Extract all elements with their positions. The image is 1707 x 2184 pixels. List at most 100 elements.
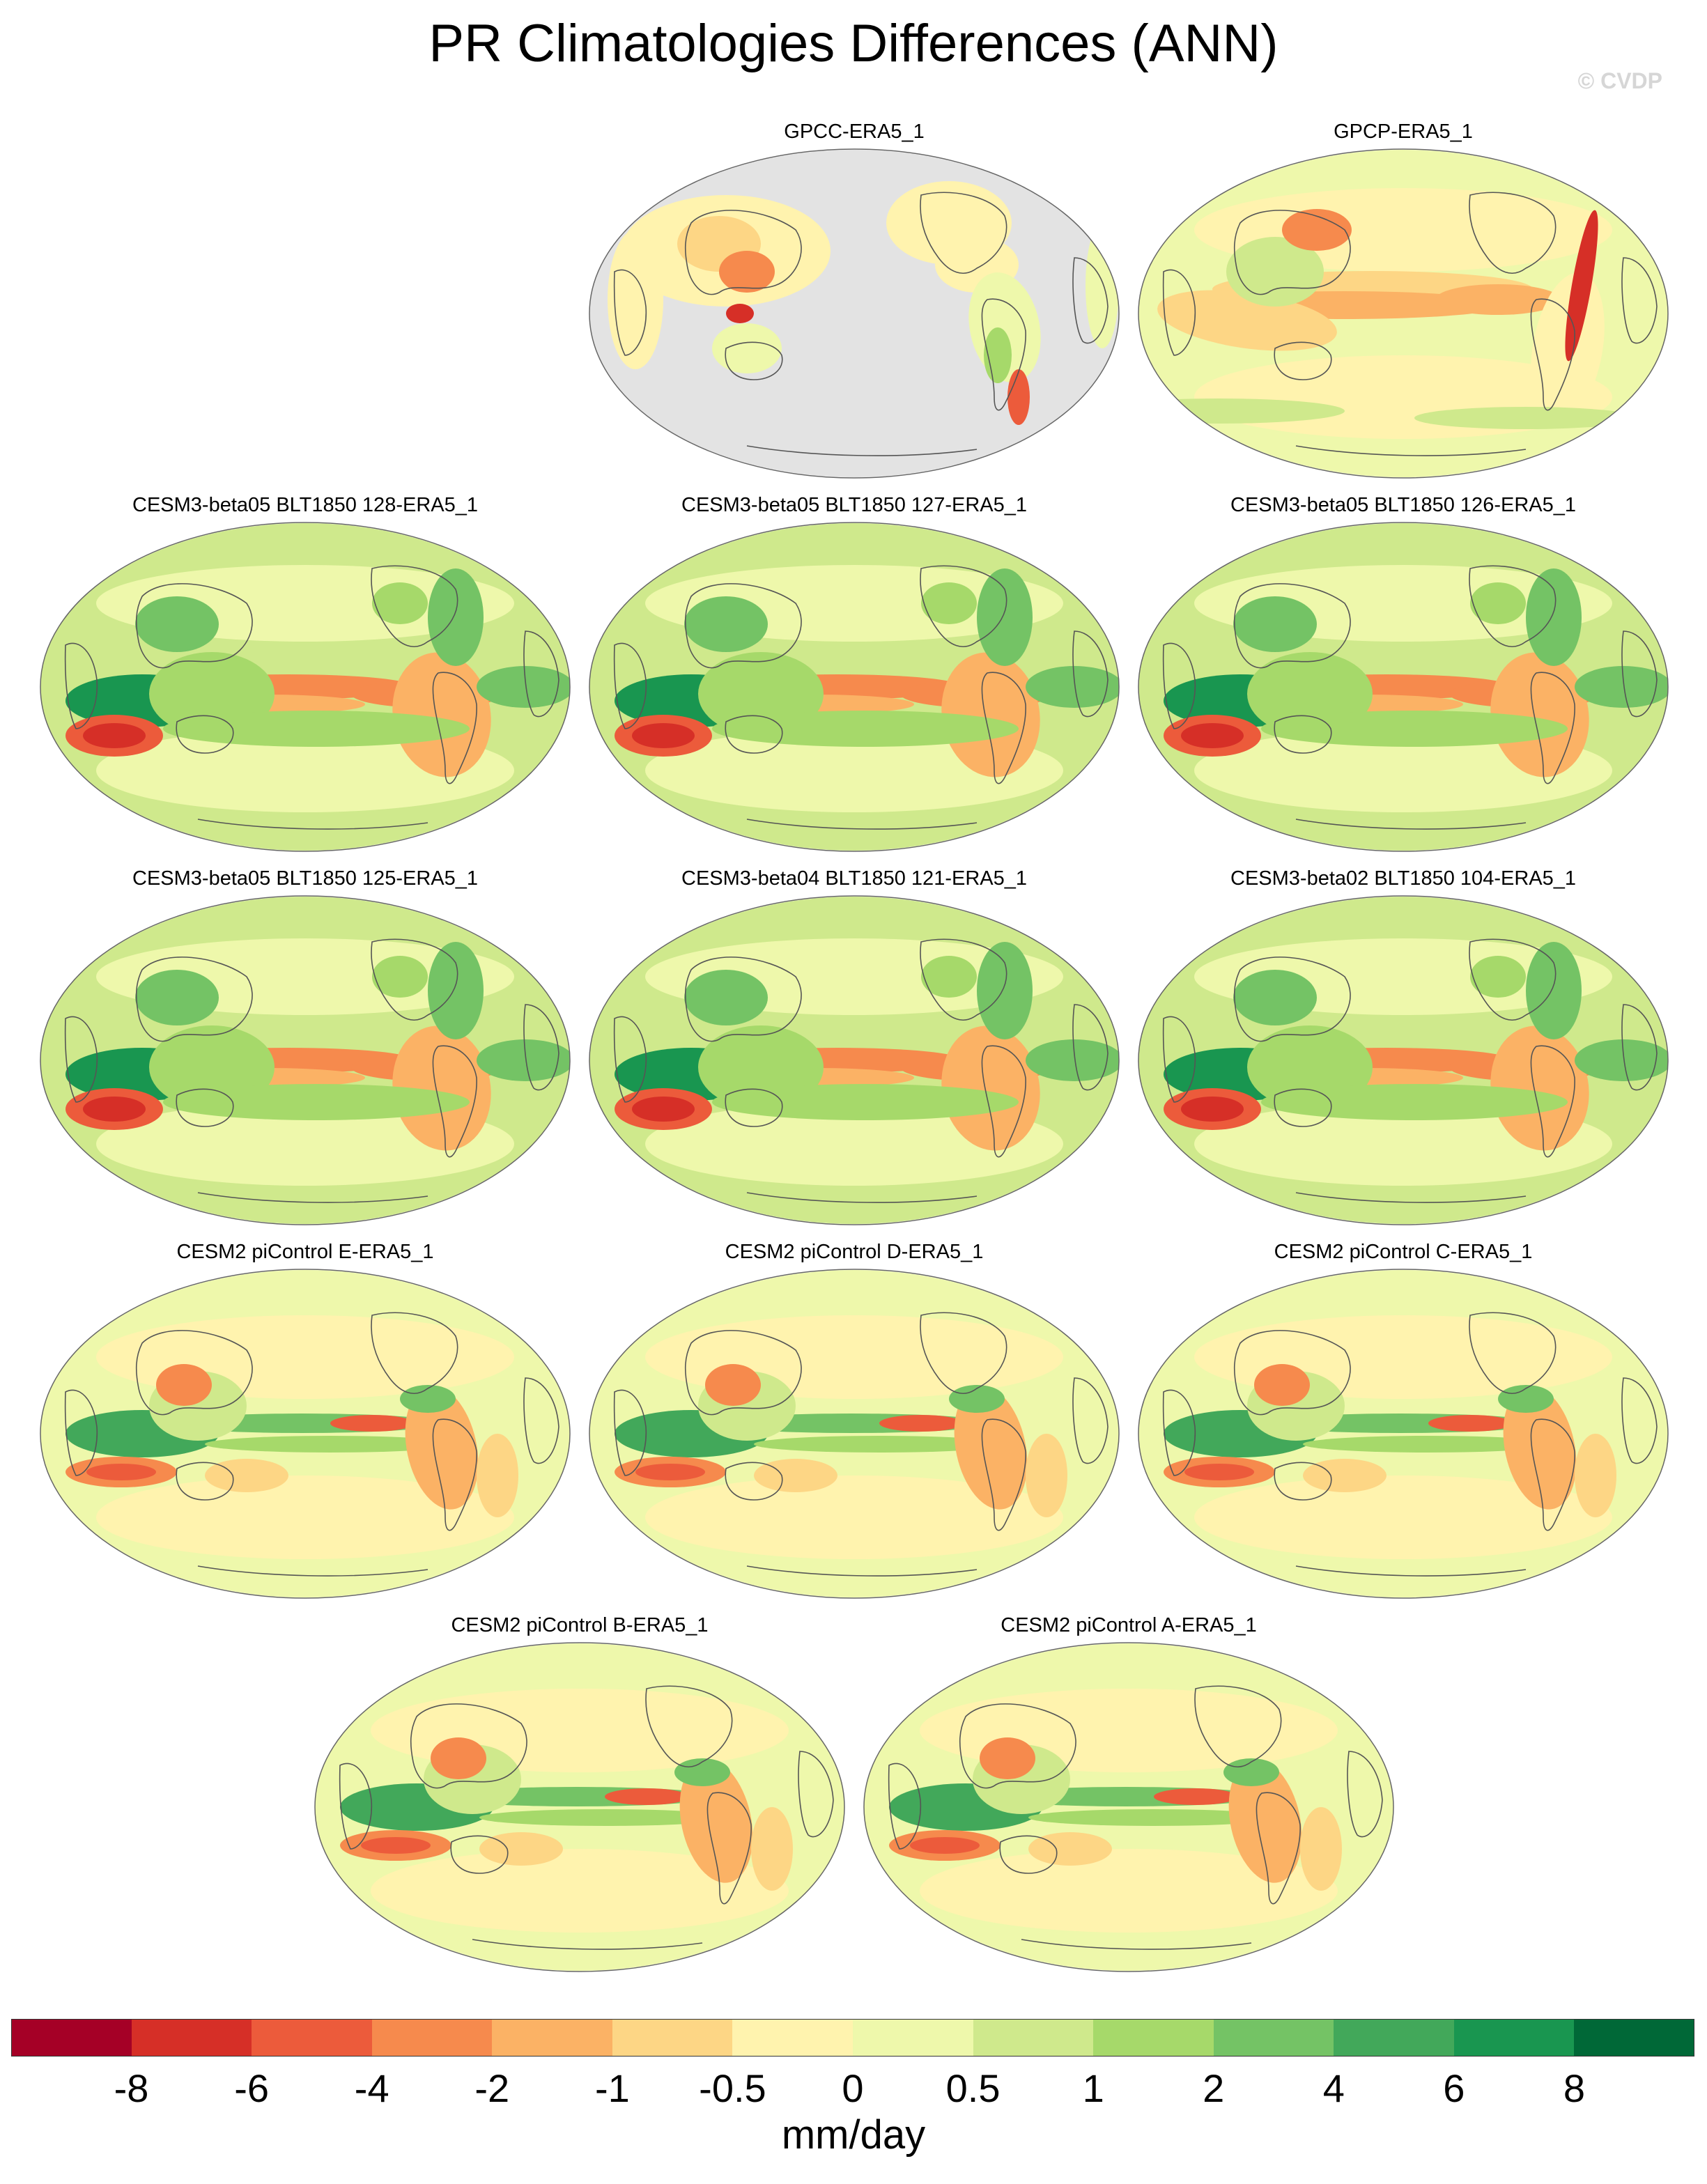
coastline xyxy=(135,957,253,1042)
coastline xyxy=(371,938,458,1021)
precip-region xyxy=(712,1084,1019,1120)
colorbar-swatch xyxy=(732,2019,854,2057)
coastline xyxy=(684,1330,802,1416)
coastline xyxy=(1621,630,1658,718)
precip-region xyxy=(86,1464,156,1480)
panel-title: CESM2 piControl C-ERA5_1 xyxy=(1274,1241,1533,1263)
precip-region xyxy=(405,1386,479,1510)
coastline xyxy=(981,1418,1026,1531)
colorbar-swatch xyxy=(1093,2019,1214,2057)
precip-region xyxy=(920,1849,1338,1933)
precip-region xyxy=(751,1807,793,1891)
coastline xyxy=(920,1312,1007,1395)
panel-title: CESM2 piControl E-ERA5_1 xyxy=(176,1241,434,1263)
coastline xyxy=(920,938,1007,1021)
precip-region xyxy=(1026,1434,1067,1517)
coastline xyxy=(684,210,802,295)
coastline xyxy=(706,1792,752,1905)
precip-region xyxy=(608,230,663,369)
precip-region xyxy=(719,251,775,293)
precip-region xyxy=(1300,1807,1342,1891)
coastline xyxy=(339,1763,373,1850)
coastline xyxy=(981,672,1026,784)
colorbar-tick-label: 6 xyxy=(1443,2066,1465,2110)
colorbar-swatch xyxy=(371,2019,493,2057)
coastline xyxy=(798,1751,834,1838)
precip-region xyxy=(83,1097,146,1122)
precip-region xyxy=(712,711,1019,747)
coastline xyxy=(450,1835,509,1874)
panel-title: CESM3-beta05 BLT1850 127-ERA5_1 xyxy=(681,494,1027,516)
panel-title: CESM2 piControl D-ERA5_1 xyxy=(725,1241,984,1263)
colorbar-swatch xyxy=(252,2019,373,2057)
precip-region xyxy=(977,568,1033,666)
coastline xyxy=(176,1462,234,1501)
precip-region xyxy=(1303,1459,1387,1492)
coastline xyxy=(725,1088,783,1127)
map-border xyxy=(1138,148,1669,479)
precip-region xyxy=(605,1788,688,1805)
precip-region xyxy=(1503,1386,1577,1510)
coastline xyxy=(725,341,783,380)
panel-title: GPCC-ERA5_1 xyxy=(784,121,925,143)
coastline xyxy=(135,1330,253,1416)
coastline xyxy=(746,1192,978,1203)
map-border xyxy=(1138,1269,1669,1599)
precip-region xyxy=(1414,407,1637,429)
colorbar-tick-label: 0 xyxy=(842,2066,864,2110)
map-border xyxy=(589,1269,1120,1599)
precip-region xyxy=(205,1459,288,1492)
precip-region xyxy=(83,723,146,748)
precip-region xyxy=(1184,1464,1254,1480)
coastline xyxy=(920,192,1007,274)
colorbar-swatch xyxy=(1453,2019,1575,2057)
coastline xyxy=(1469,565,1557,648)
precip-region xyxy=(372,582,428,624)
precip-region xyxy=(1526,942,1582,1039)
panel-title: CESM3-beta04 BLT1850 121-ERA5_1 xyxy=(681,867,1027,890)
map-panel: CESM2 piControl C-ERA5_1 xyxy=(1131,1240,1675,1602)
precip-region xyxy=(632,1097,695,1122)
map-border xyxy=(40,522,571,852)
precip-region xyxy=(726,304,754,323)
colorbar-tick-label: -6 xyxy=(234,2066,270,2110)
precip-region xyxy=(684,596,768,652)
coastline xyxy=(1072,1377,1109,1464)
colorbar-units: mm/day xyxy=(781,2112,926,2158)
coastline xyxy=(1530,1418,1575,1531)
coastline xyxy=(1162,1016,1196,1103)
precip-region xyxy=(163,1084,470,1120)
coastline xyxy=(999,1835,1058,1874)
coastline xyxy=(371,1312,458,1395)
coastline xyxy=(613,1016,647,1103)
precip-region xyxy=(1261,711,1568,747)
coastline xyxy=(613,642,647,729)
precip-region xyxy=(1435,284,1561,315)
world-map xyxy=(314,1642,845,1972)
coastline xyxy=(135,583,253,669)
coastline xyxy=(645,1685,733,1768)
colorbar-tick-label: 4 xyxy=(1322,2066,1345,2110)
precip-region xyxy=(954,1386,1028,1510)
colorbar-swatch xyxy=(1334,2019,1455,2057)
coastline xyxy=(371,565,458,648)
precip-region xyxy=(679,1759,753,1883)
precip-region xyxy=(705,1364,761,1406)
coastline xyxy=(1530,1045,1575,1158)
precip-region xyxy=(477,1039,570,1081)
colorbar-tick-label: 2 xyxy=(1203,2066,1225,2110)
precip-region xyxy=(1526,568,1582,666)
coastline xyxy=(1233,957,1351,1042)
coastline xyxy=(1072,257,1109,344)
map-panel: CESM2 piControl A-ERA5_1 xyxy=(857,1613,1400,1976)
coastline xyxy=(613,1389,647,1476)
coastline xyxy=(64,1389,98,1476)
precip-region xyxy=(479,1809,730,1826)
precip-region xyxy=(1154,1788,1237,1805)
colorbar-swatch xyxy=(492,2019,613,2057)
map-panel: CESM3-beta05 BLT1850 126-ERA5_1 xyxy=(1131,493,1675,855)
coastline xyxy=(1233,583,1351,669)
precip-region xyxy=(1181,1097,1244,1122)
colorbar-swatch xyxy=(11,2019,132,2057)
coastline xyxy=(1194,1685,1282,1768)
